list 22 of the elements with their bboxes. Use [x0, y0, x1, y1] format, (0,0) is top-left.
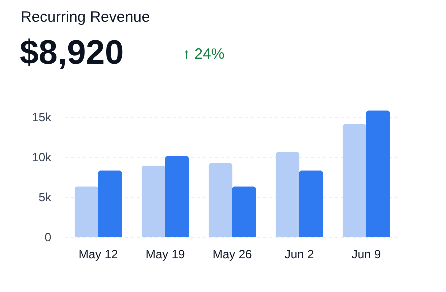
bar	[232, 186, 256, 237]
y-tick-label: 15k	[32, 110, 52, 124]
chart-subtitle: $8,920	[20, 34, 124, 72]
y-tick-label: 0	[44, 230, 52, 244]
bar	[299, 170, 324, 237]
x-tick-label: Jun 9	[352, 248, 382, 262]
x-tick-label: May 12	[78, 248, 118, 262]
y-tick-label: 5k	[38, 190, 52, 204]
bar	[276, 152, 300, 237]
chart-title: Recurring Revenue	[21, 9, 150, 26]
bar	[74, 186, 99, 237]
y-tick-label: 10k	[32, 150, 52, 164]
x-tick-label: Jun 2	[284, 248, 314, 262]
x-tick-label: May 26	[212, 248, 252, 262]
bar	[98, 170, 122, 237]
bar	[342, 124, 367, 237]
text: ↑ 24%	[183, 46, 225, 63]
bar	[142, 166, 166, 237]
bar	[366, 110, 390, 237]
x-tick-label: May 19	[146, 248, 186, 262]
bar	[165, 156, 190, 237]
bar	[208, 163, 233, 237]
